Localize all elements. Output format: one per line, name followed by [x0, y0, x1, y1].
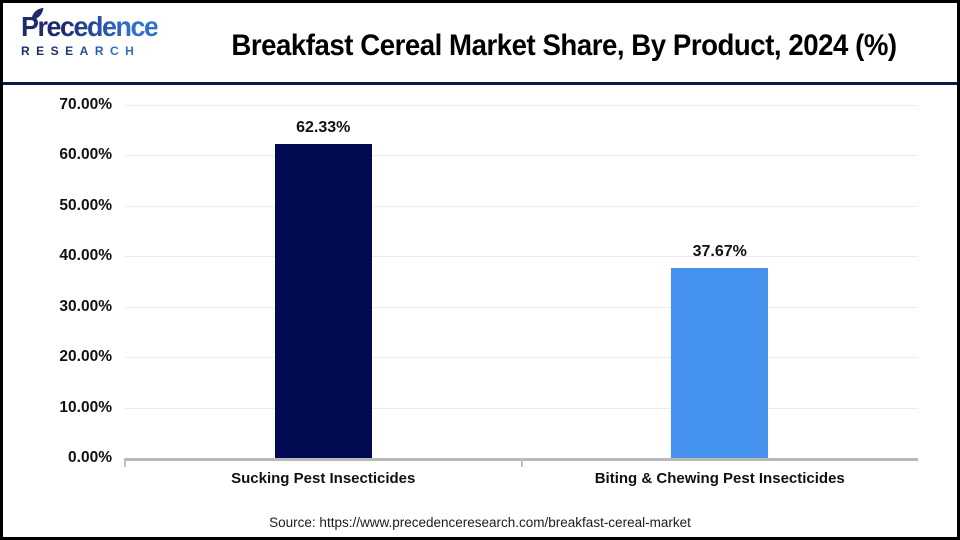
- chart-title: Breakfast Cereal Market Share, By Produc…: [231, 29, 897, 62]
- gridline: [125, 155, 918, 157]
- logo-wordmark: Precedence: [21, 11, 159, 42]
- y-tick-label: 10.00%: [59, 398, 112, 416]
- precedence-logo: Precedence RESEARCH: [21, 7, 181, 60]
- leaf-icon: [31, 7, 44, 20]
- plot-area: 0.00% 10.00% 20.00% 30.00% 40.00% 50.00% 60.00…: [59, 96, 918, 487]
- y-tick-label: 30.00%: [59, 297, 112, 315]
- y-tick-label: 0.00%: [68, 449, 112, 466]
- gridline: [125, 205, 918, 207]
- axis-tick: [124, 458, 126, 467]
- bar: [274, 143, 372, 458]
- gridline: [125, 105, 918, 106]
- bar: [671, 268, 769, 458]
- axis-tick: [520, 458, 523, 467]
- logo-subtext: RESEARCH: [21, 44, 141, 58]
- y-tick-label: 60.00%: [59, 146, 112, 164]
- category-label: Biting & Chewing Pest Insecticides: [594, 470, 845, 487]
- bar-value-label: 37.67%: [692, 243, 747, 261]
- y-tick-label: 20.00%: [59, 348, 112, 366]
- y-tick-label: 50.00%: [59, 196, 112, 214]
- gridline: [125, 357, 918, 359]
- bar-value-label: 62.33%: [296, 118, 351, 136]
- source-text: Source: https://www.precedenceresearch.c…: [269, 515, 691, 530]
- gridline: [125, 306, 918, 308]
- y-tick-label: 70.00%: [59, 96, 112, 113]
- y-tick-label: 40.00%: [59, 247, 112, 265]
- header: Precedence RESEARCH Breakfast Cereal Mar…: [3, 3, 957, 82]
- header-divider: [3, 82, 957, 85]
- gridline: [125, 256, 918, 258]
- category-label: Sucking Pest Insecticides: [231, 470, 416, 487]
- gridline: [125, 407, 918, 409]
